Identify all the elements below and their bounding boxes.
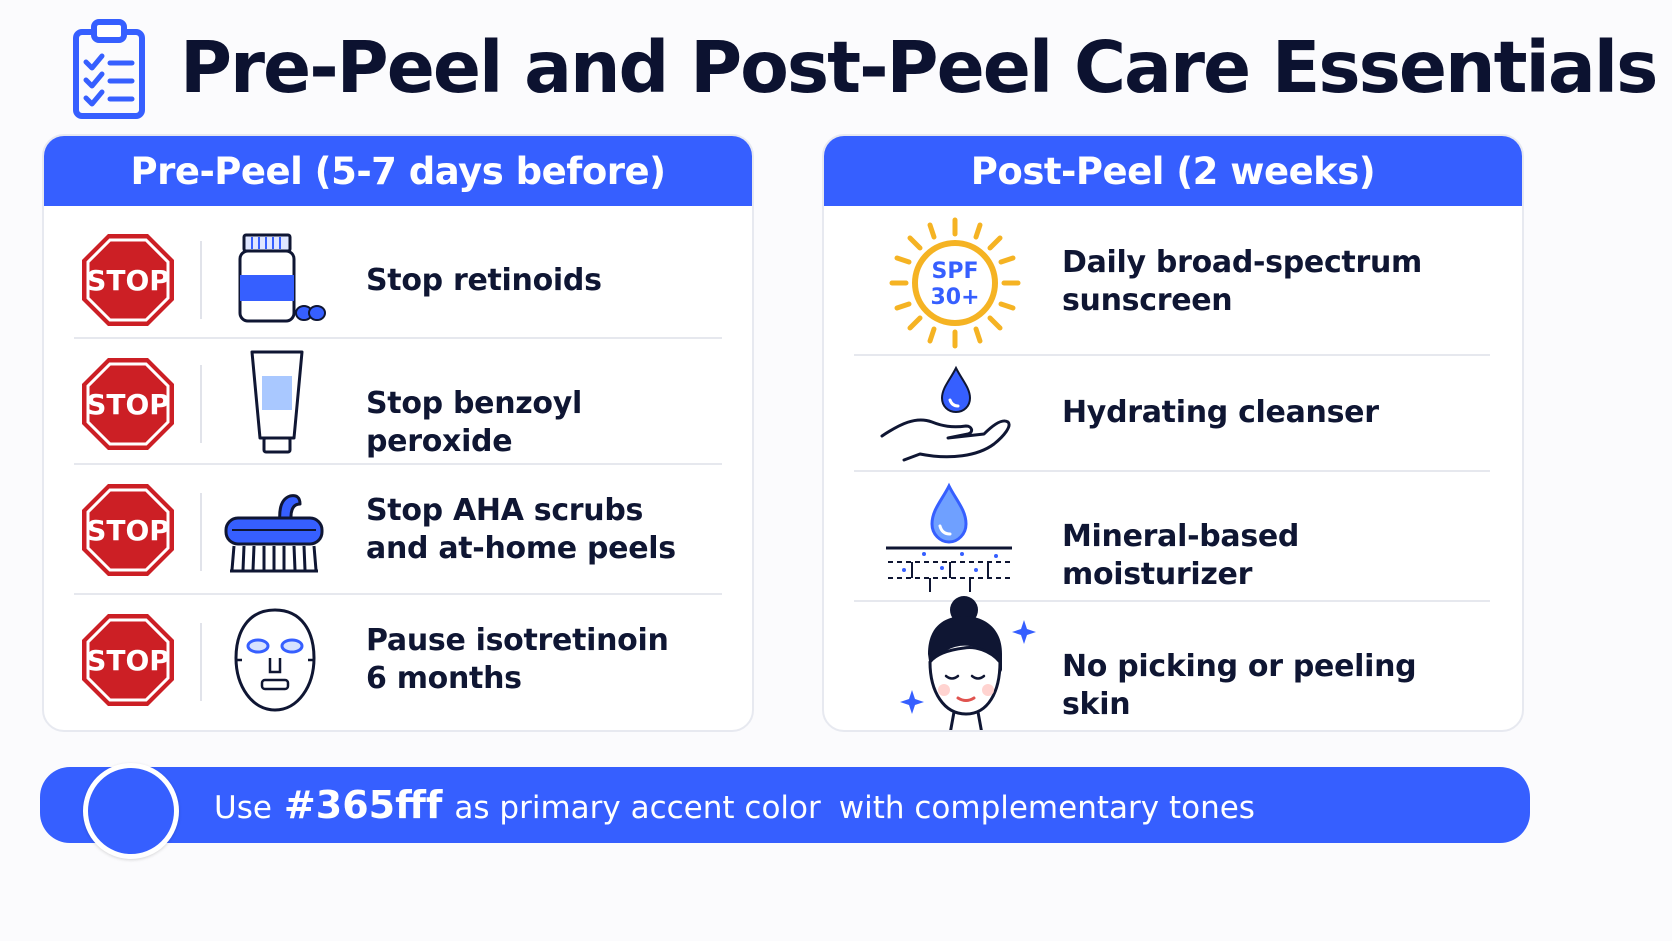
clipboard-checklist-icon [73, 19, 145, 119]
svg-text:STOP: STOP [86, 388, 170, 421]
list-item: Hydrating cleanser [854, 358, 1492, 470]
face-mask-icon [234, 608, 316, 712]
skin-barrier-drop-icon [886, 482, 1012, 592]
divider [200, 241, 202, 319]
item-text: Mineral-based moisturizer [1062, 519, 1300, 592]
footer-text: Use #365fff as primary accent color with… [214, 783, 1255, 827]
list-item: STOP Stop retinoids [74, 220, 724, 340]
woman-face-icon [900, 596, 1036, 730]
list-item: STOP Stop benzoyl peroxide [74, 342, 724, 466]
svg-text:SPF: SPF [932, 259, 979, 284]
pre-peel-panel: Pre-Peel (5-7 days before) STOP Stop ret… [42, 134, 754, 732]
svg-text:STOP: STOP [86, 644, 170, 677]
list-item: SPF 30+ Daily broad-spectrum sunscreen [854, 212, 1492, 354]
scrub-brush-icon [224, 494, 324, 573]
pre-peel-heading: Pre-Peel (5-7 days before) [44, 136, 752, 206]
svg-text:STOP: STOP [86, 514, 170, 547]
divider [200, 365, 202, 443]
stop-sign-icon: STOP [82, 484, 174, 576]
divider [200, 493, 202, 571]
list-item: No picking or peeling skin [854, 592, 1492, 730]
item-text: Daily broad-spectrum sunscreen [1062, 245, 1422, 318]
divider [854, 600, 1490, 602]
page-title: Pre-Peel and Post-Peel Care Essentials [180, 26, 1658, 109]
divider [854, 470, 1490, 472]
divider [200, 623, 202, 701]
svg-text:STOP: STOP [86, 264, 170, 297]
item-text: Stop AHA scrubs and at-home peels [366, 493, 676, 566]
hand-water-drop-icon [880, 365, 1011, 462]
stop-sign-icon: STOP [82, 358, 174, 450]
sun-spf-icon: SPF 30+ [889, 217, 1021, 349]
accent-color-swatch [83, 763, 179, 859]
pill-bottle-icon [238, 233, 326, 323]
item-text: Stop benzoyl peroxide [366, 386, 582, 459]
item-text: Stop retinoids [366, 263, 602, 298]
item-text: No picking or peeling skin [1062, 649, 1417, 722]
divider [854, 354, 1490, 356]
item-text: Pause isotretinoin 6 months [366, 623, 669, 696]
post-peel-panel: Post-Peel (2 weeks) [822, 134, 1524, 732]
post-peel-heading: Post-Peel (2 weeks) [824, 136, 1522, 206]
item-text: Hydrating cleanser [1062, 395, 1379, 430]
list-item: STOP Pause isotretinoin 6 months [74, 598, 724, 726]
stop-sign-icon: STOP [82, 234, 174, 326]
divider [74, 463, 722, 465]
list-item: STOP Stop AHA scrubs and at-home peels [74, 468, 724, 596]
cream-tube-icon [250, 350, 304, 454]
stop-sign-icon: STOP [82, 614, 174, 706]
list-item: Mineral-based moisturizer [854, 476, 1492, 600]
divider [74, 337, 722, 339]
header: Pre-Peel and Post-Peel Care Essentials [72, 18, 1658, 119]
divider [74, 593, 722, 595]
footer-banner: Use #365fff as primary accent color with… [40, 763, 1530, 859]
svg-text:30+: 30+ [930, 285, 979, 310]
